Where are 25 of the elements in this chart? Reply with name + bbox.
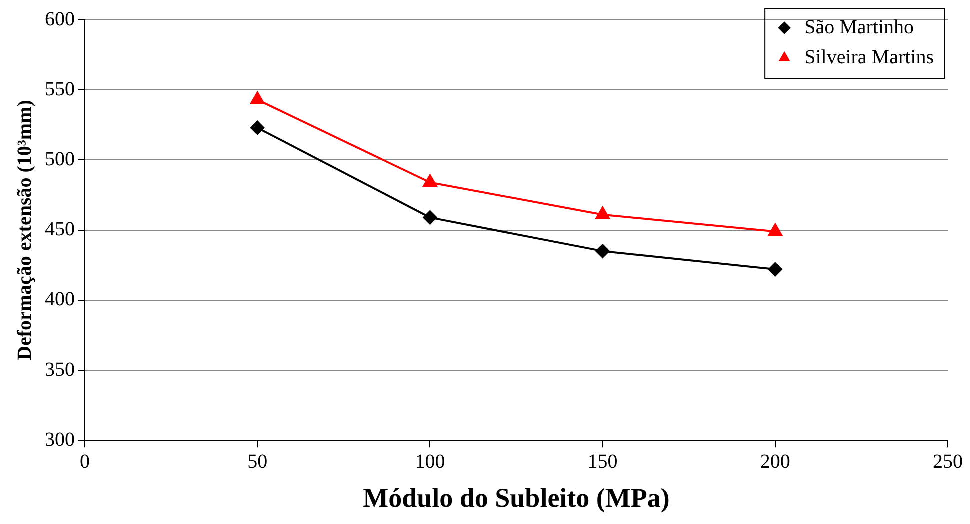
x-tick-label: 200 xyxy=(760,450,790,473)
y-tick-label: 500 xyxy=(45,148,75,170)
y-tick-label: 450 xyxy=(45,218,75,241)
point xyxy=(596,244,610,258)
point xyxy=(423,210,438,225)
y-tick-label: 550 xyxy=(45,78,75,100)
x-tick-label: 250 xyxy=(933,450,963,473)
point xyxy=(250,92,265,104)
x-tick-label: 0 xyxy=(80,450,90,473)
x-tick-label: 50 xyxy=(248,450,268,473)
y-tick-label: 300 xyxy=(45,428,75,451)
point xyxy=(250,120,265,135)
legend-label: São Martinho xyxy=(804,16,914,38)
x-tick-label: 100 xyxy=(415,450,446,473)
point xyxy=(768,224,782,236)
y-tick-label: 350 xyxy=(45,358,75,381)
legend-label: Silveira Martins xyxy=(804,46,934,68)
y-tick-label: 400 xyxy=(45,288,75,311)
point xyxy=(596,206,610,220)
y-tick-label: 600 xyxy=(45,8,75,30)
x-axis-title: Módulo do Subleito (MPa) xyxy=(363,482,670,513)
point xyxy=(768,262,782,277)
point xyxy=(423,174,438,188)
x-tick-label: 150 xyxy=(588,450,618,473)
y-axis-title: Deformação extensão (10³mm) xyxy=(14,100,36,360)
